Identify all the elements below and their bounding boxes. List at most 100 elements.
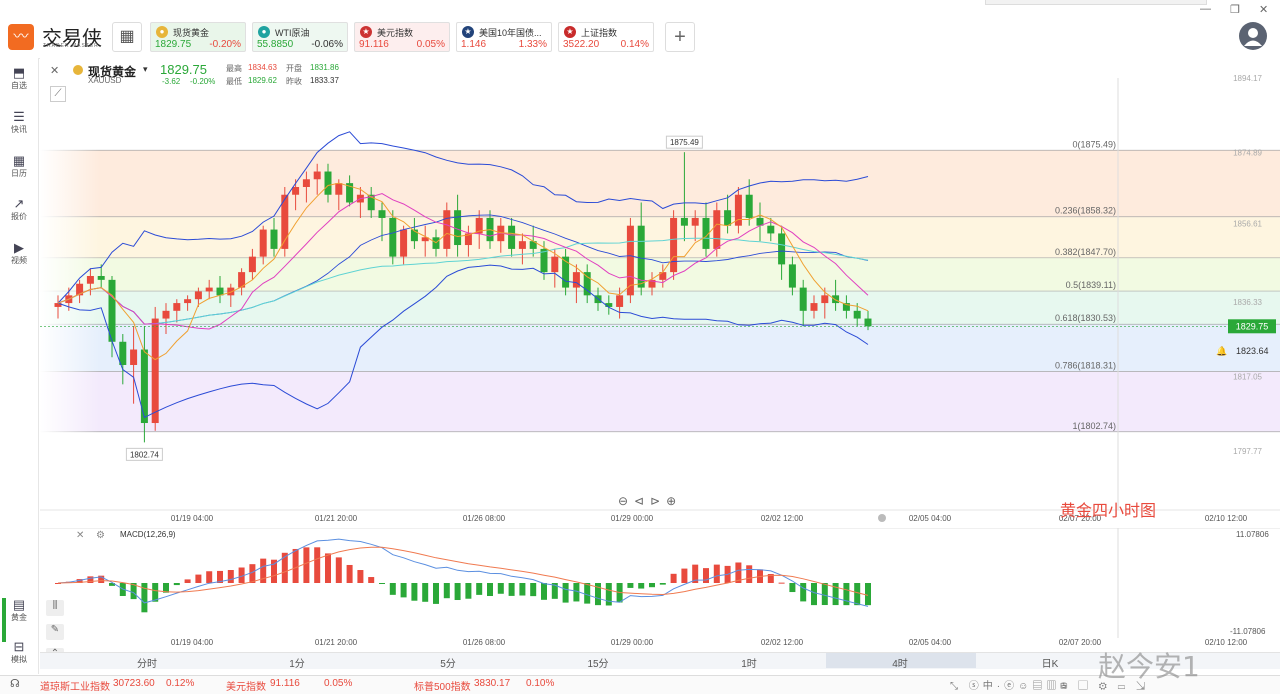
bottom-ticker-price: 3830.17 xyxy=(474,678,511,689)
macd-chart[interactable]: 01/19 04:00 01/21 20:00 01/26 08:00 01/29 0… xyxy=(40,528,1280,652)
close-chart-icon[interactable]: ✕ xyxy=(50,65,60,77)
settings-dot-icon xyxy=(878,514,886,522)
tab-timeframe[interactable]: 1分 xyxy=(289,659,305,670)
macd-close-icon[interactable]: ✕ xyxy=(76,530,85,541)
headset-icon[interactable]: ☊ xyxy=(10,678,20,690)
candle-body xyxy=(540,248,548,273)
macd-histogram-bar xyxy=(433,583,439,604)
candle-body xyxy=(572,272,580,288)
fib-band xyxy=(40,291,1280,325)
avatar[interactable] xyxy=(1239,22,1267,50)
app-logo-icon: 〰 xyxy=(8,24,34,50)
fade-left xyxy=(40,58,100,458)
macd-dea-line xyxy=(57,546,869,596)
candle-body xyxy=(508,225,516,249)
minimize-icon[interactable]: — xyxy=(1200,3,1211,15)
chart-nav-controls[interactable]: ⊖⊲⊳⊕ xyxy=(618,494,683,508)
macd-settings-icon[interactable]: ⚙ xyxy=(96,530,105,541)
fib-label: 0.5(1839.11) xyxy=(1066,280,1116,290)
tab-timeframe[interactable]: 分时 xyxy=(137,659,157,670)
sidebar-item-watchlist[interactable]: ⬒ 自选 xyxy=(0,66,38,91)
bottom-ticker-name[interactable]: 标普500指数 xyxy=(414,682,471,693)
sidebar-item-simulate[interactable]: ⊟ 模拟 xyxy=(0,640,38,665)
bell-icon: 🔔 xyxy=(1216,346,1227,356)
macd-histogram-bar xyxy=(811,583,817,606)
macd-histogram-bar xyxy=(821,583,828,606)
bottom-ticker-name[interactable]: 美元指数 xyxy=(226,682,266,693)
ticker-name: 上证指数 xyxy=(581,28,618,38)
ticker-card[interactable]: ● WTI原油 55.8850 -0.06% xyxy=(252,22,348,52)
indicator-icon[interactable]: ⫼ xyxy=(46,600,64,616)
macd-histogram-bar xyxy=(454,583,461,601)
candle-body xyxy=(421,237,429,242)
ticker-card[interactable]: ★ 上证指数 3522.20 0.14% xyxy=(558,22,654,52)
candle-body xyxy=(389,217,397,257)
price-axis-label: 1836.33 xyxy=(1233,298,1262,307)
layout-grid-button[interactable]: ▦ xyxy=(112,22,142,52)
china-flag-icon: ★ xyxy=(564,26,576,38)
macd-histogram-bar xyxy=(605,583,612,606)
macd-histogram-bar xyxy=(357,570,364,583)
macd-time-label: 01/19 04:00 xyxy=(171,638,214,647)
system-tray-icons[interactable]: ⤡ ⓢ中·ⓔ☺▤▥⛁ ▢ ⚙ ▭ ⇲ xyxy=(950,681,1150,692)
tab-timeframe[interactable]: 15分 xyxy=(587,659,609,670)
sidebar-item-news[interactable]: ☰ 快讯 xyxy=(0,110,38,135)
ticker-price: 91.116 xyxy=(359,39,389,50)
macd-histogram-bar xyxy=(713,564,720,583)
macd-histogram-bar xyxy=(735,562,742,583)
macd-histogram-bar xyxy=(584,583,591,604)
sidebar-item-quotes[interactable]: ↗ 报价 xyxy=(0,197,38,222)
candle-body xyxy=(821,295,829,304)
macd-histogram-bar xyxy=(681,568,688,583)
macd-histogram-bar xyxy=(217,570,223,583)
candlestick-chart[interactable]: 0(1875.49) 0.236(1858.32) 0.382(1847.70) 0.… xyxy=(40,58,1280,528)
candle-body xyxy=(702,217,710,249)
pen-icon[interactable]: ✎ xyxy=(46,624,64,640)
macd-histogram-bar xyxy=(195,574,202,583)
macd-histogram-bar xyxy=(55,583,61,584)
active-indicator xyxy=(2,598,6,642)
ticker-price: 1.146 xyxy=(461,39,487,50)
macd-background xyxy=(40,528,1280,652)
price-tag: 1829.75 xyxy=(1236,321,1269,331)
candle-body xyxy=(659,272,667,280)
candle-body xyxy=(518,241,526,249)
bottom-ticker-name[interactable]: 道琼斯工业指数 xyxy=(40,682,110,693)
tab-timeframe-active[interactable]: 4时 xyxy=(892,659,908,670)
chevron-down-icon[interactable]: ▾ xyxy=(143,64,148,74)
tab-timeframe[interactable]: 1时 xyxy=(741,659,757,670)
gold-icon: ▤ xyxy=(12,597,26,612)
price-axis-label: 1894.17 xyxy=(1233,74,1262,83)
sidebar-item-gold[interactable]: ▤ 黄金 xyxy=(0,598,38,623)
macd-histogram-bar xyxy=(649,583,655,588)
candle-body xyxy=(259,229,267,257)
price-axis-label: 1856.61 xyxy=(1233,219,1262,228)
restore-icon[interactable]: ❐ xyxy=(1230,4,1240,16)
sidebar-item-calendar[interactable]: ▦ 日历 xyxy=(0,154,38,179)
tab-timeframe[interactable]: 5分 xyxy=(440,659,456,670)
ticker-card[interactable]: ★ 美元指数 91.116 0.05% xyxy=(354,22,450,52)
sidebar-item-video[interactable]: ▶ 视频 xyxy=(0,241,38,266)
macd-histogram-bar xyxy=(184,579,191,583)
symbol-name[interactable]: 现货黄金 xyxy=(88,65,137,79)
draw-tool-icon[interactable]: ⟋ xyxy=(50,86,66,102)
add-ticker-button[interactable]: + xyxy=(665,22,695,52)
candle-body xyxy=(810,303,818,311)
candle-body xyxy=(205,287,213,292)
watermark: 赵今安1 xyxy=(1098,650,1200,683)
high-value: 1834.63 xyxy=(248,63,277,72)
tab-timeframe[interactable]: 日K xyxy=(1041,659,1059,670)
candle-body xyxy=(54,303,62,307)
time-axis-label: 01/26 08:00 xyxy=(463,514,506,523)
time-axis-label: 02/07 20:00 xyxy=(1059,514,1102,523)
video-icon: ▶ xyxy=(14,240,24,255)
candle-body xyxy=(184,299,192,304)
macd-histogram-bar xyxy=(335,557,342,583)
candle-body xyxy=(281,194,289,249)
candle-body xyxy=(119,341,127,365)
macd-histogram-bar xyxy=(476,583,483,595)
close-icon[interactable]: ✕ xyxy=(1259,4,1269,16)
candle-body xyxy=(324,171,332,195)
ticker-card[interactable]: ★ 美国10年国债... 1.146 1.33% xyxy=(456,22,552,52)
ticker-card[interactable]: ● 现货黄金 1829.75 -0.20% xyxy=(150,22,246,52)
